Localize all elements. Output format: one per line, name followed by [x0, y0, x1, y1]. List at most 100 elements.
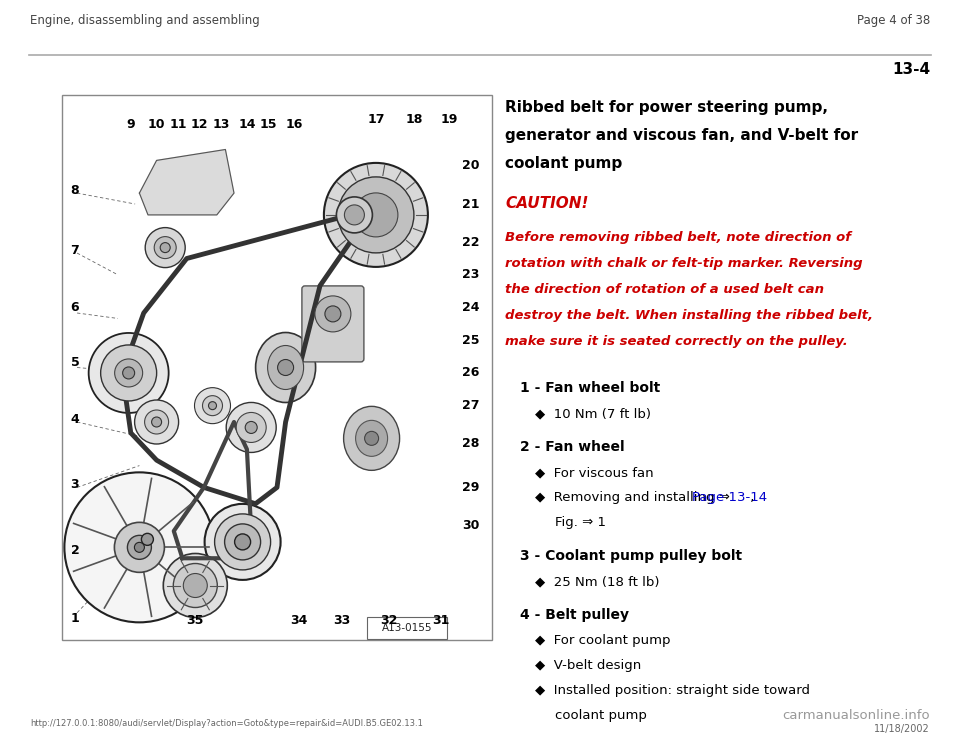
Ellipse shape: [234, 534, 251, 550]
Bar: [62, 95, 492, 640]
Text: rotation with chalk or felt-tip marker. Reversing: rotation with chalk or felt-tip marker. …: [505, 257, 863, 270]
Text: coolant pump: coolant pump: [555, 709, 647, 722]
Text: carmanualsonline.info: carmanualsonline.info: [782, 709, 930, 722]
Text: generator and viscous fan, and V-belt for: generator and viscous fan, and V-belt fo…: [505, 128, 858, 143]
Text: 11: 11: [169, 119, 187, 131]
Text: destroy the belt. When installing the ribbed belt,: destroy the belt. When installing the ri…: [505, 309, 873, 322]
Text: Page 4 of 38: Page 4 of 38: [856, 14, 930, 27]
Text: 21: 21: [462, 197, 479, 211]
Ellipse shape: [134, 542, 144, 552]
Text: 11/18/2002: 11/18/2002: [875, 724, 930, 734]
Ellipse shape: [336, 197, 372, 233]
Ellipse shape: [324, 306, 341, 322]
Text: http://127.0.0.1:8080/audi/servlet/Display?action=Goto&type=repair&id=AUDI.B5.GE: http://127.0.0.1:8080/audi/servlet/Displ…: [30, 719, 422, 728]
Text: 32: 32: [380, 614, 397, 628]
Text: 13: 13: [212, 119, 229, 131]
Text: 15: 15: [259, 119, 277, 131]
Ellipse shape: [344, 407, 399, 470]
Ellipse shape: [152, 417, 161, 427]
Ellipse shape: [208, 401, 217, 410]
Text: 6: 6: [71, 301, 80, 314]
Ellipse shape: [225, 524, 260, 560]
Text: ◆  25 Nm (18 ft lb): ◆ 25 Nm (18 ft lb): [535, 575, 660, 588]
Ellipse shape: [315, 296, 351, 332]
Ellipse shape: [354, 193, 397, 237]
Ellipse shape: [114, 522, 164, 572]
Text: Ribbed belt for power steering pump,: Ribbed belt for power steering pump,: [505, 100, 828, 115]
Ellipse shape: [215, 514, 271, 570]
Text: 8: 8: [71, 184, 80, 197]
Text: 2: 2: [70, 544, 80, 556]
Text: 16: 16: [285, 119, 303, 131]
Text: 17: 17: [367, 113, 385, 126]
Polygon shape: [139, 149, 234, 215]
Text: 22: 22: [462, 236, 479, 249]
Text: 7: 7: [70, 244, 80, 257]
Text: 3 - Coolant pump pulley bolt: 3 - Coolant pump pulley bolt: [520, 549, 742, 563]
Text: 29: 29: [462, 481, 479, 494]
Text: 5: 5: [70, 355, 80, 369]
Text: ◆  Removing and installing ⇒: ◆ Removing and installing ⇒: [535, 491, 734, 504]
Text: ◆  V-belt design: ◆ V-belt design: [535, 659, 641, 672]
Ellipse shape: [134, 400, 179, 444]
Text: 35: 35: [186, 614, 204, 628]
Ellipse shape: [155, 237, 177, 259]
Text: 27: 27: [462, 399, 479, 412]
Ellipse shape: [128, 535, 152, 559]
Text: 4 - Belt pulley: 4 - Belt pulley: [520, 608, 629, 622]
Ellipse shape: [338, 177, 414, 253]
Text: ◆  Installed position: straight side toward: ◆ Installed position: straight side towa…: [535, 684, 810, 697]
Ellipse shape: [174, 563, 217, 608]
Text: 28: 28: [462, 437, 479, 450]
Text: 1: 1: [70, 611, 80, 625]
Text: 12: 12: [191, 119, 208, 131]
Ellipse shape: [277, 360, 294, 375]
Text: 24: 24: [462, 301, 479, 314]
Ellipse shape: [195, 387, 230, 424]
Text: 10: 10: [148, 119, 165, 131]
Text: 18: 18: [406, 113, 423, 126]
Ellipse shape: [114, 359, 143, 387]
Ellipse shape: [324, 163, 428, 267]
Ellipse shape: [255, 332, 316, 402]
FancyBboxPatch shape: [301, 286, 364, 362]
Text: Engine, disassembling and assembling: Engine, disassembling and assembling: [30, 14, 260, 27]
Text: 2 - Fan wheel: 2 - Fan wheel: [520, 440, 625, 454]
Text: Fig. ⇒ 1: Fig. ⇒ 1: [555, 516, 606, 529]
Text: Page 13-14: Page 13-14: [691, 491, 767, 504]
Ellipse shape: [101, 345, 156, 401]
Ellipse shape: [88, 333, 169, 413]
Ellipse shape: [245, 421, 257, 433]
Text: A13-0155: A13-0155: [382, 623, 433, 633]
Ellipse shape: [145, 228, 185, 268]
Text: 33: 33: [333, 614, 350, 628]
Ellipse shape: [227, 402, 276, 453]
Ellipse shape: [64, 473, 214, 623]
Text: 30: 30: [462, 519, 479, 532]
Text: 34: 34: [290, 614, 307, 628]
Text: CAUTION!: CAUTION!: [505, 196, 588, 211]
Bar: [368, 617, 447, 639]
Ellipse shape: [268, 346, 303, 390]
Ellipse shape: [355, 421, 388, 456]
Text: 1 - Fan wheel bolt: 1 - Fan wheel bolt: [520, 381, 660, 395]
Text: 25: 25: [462, 334, 479, 347]
Text: 20: 20: [462, 160, 479, 172]
Ellipse shape: [236, 413, 266, 442]
Ellipse shape: [345, 205, 365, 225]
Text: ◆  For coolant pump: ◆ For coolant pump: [535, 634, 670, 647]
Ellipse shape: [163, 554, 228, 617]
Text: 23: 23: [462, 269, 479, 281]
Text: the direction of rotation of a used belt can: the direction of rotation of a used belt…: [505, 283, 824, 296]
Ellipse shape: [145, 410, 169, 434]
Text: 31: 31: [432, 614, 449, 628]
Text: ◆  For viscous fan: ◆ For viscous fan: [535, 466, 654, 479]
Text: coolant pump: coolant pump: [505, 156, 622, 171]
Ellipse shape: [365, 431, 378, 445]
Text: 26: 26: [462, 367, 479, 379]
Ellipse shape: [204, 504, 280, 580]
Text: 14: 14: [238, 119, 255, 131]
Text: 9: 9: [127, 119, 135, 131]
Text: 19: 19: [441, 113, 458, 126]
Text: 3: 3: [71, 478, 80, 491]
